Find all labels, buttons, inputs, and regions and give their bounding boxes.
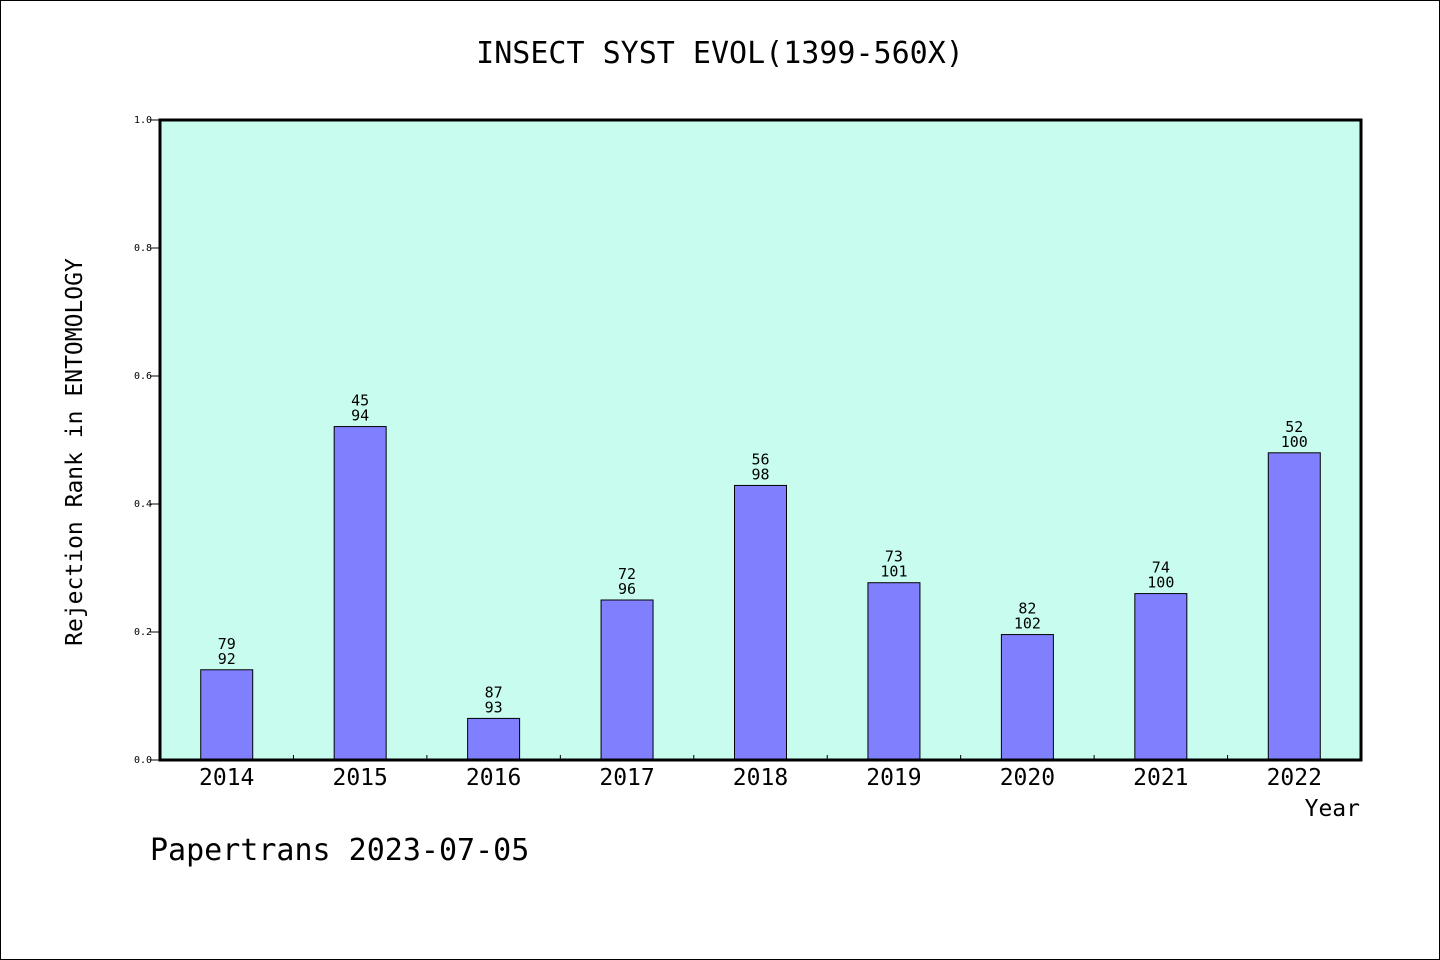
bar-label-bottom-2014: 92	[218, 650, 236, 668]
bar-label-top-2018: 56	[751, 450, 769, 468]
x-tick-label-2022: 2022	[1267, 765, 1322, 791]
bar-label-top-2014: 79	[218, 635, 236, 653]
bar-label-top-2020: 82	[1018, 600, 1036, 618]
y-tick-label: 0.4	[134, 499, 152, 510]
y-tick-label: 0.6	[134, 371, 152, 382]
x-tick-label-2021: 2021	[1133, 765, 1188, 791]
footer-note: Papertrans 2023-07-05	[150, 833, 530, 868]
bar-2018	[734, 484, 787, 761]
bar-label-bottom-2018: 98	[751, 465, 769, 483]
x-tick-label-2019: 2019	[866, 765, 921, 791]
x-tick-label-2015: 2015	[332, 765, 387, 791]
bar-2022	[1267, 452, 1321, 761]
y-tick-label: 1.0	[134, 115, 152, 126]
x-tick-label-2016: 2016	[466, 765, 521, 791]
bar-2021	[1134, 593, 1188, 761]
x-tick-label-2020: 2020	[1000, 765, 1055, 791]
bar-label-bottom-2020: 102	[1014, 615, 1041, 633]
bar-label-top-2021: 74	[1152, 559, 1170, 577]
bar-2016	[467, 717, 521, 761]
y-tick-label: 0.8	[134, 243, 152, 254]
x-tick-label-2018: 2018	[733, 765, 788, 791]
bar-2019	[867, 582, 921, 761]
bar-label-top-2019: 73	[885, 548, 903, 566]
plot-border	[158, 118, 1363, 762]
bar-label-bottom-2015: 94	[351, 407, 369, 425]
y-tick-label: 0.0	[134, 755, 152, 766]
bar-label-top-2022: 52	[1285, 418, 1303, 436]
bar-label-bottom-2022: 100	[1281, 433, 1308, 451]
bar-2015	[333, 426, 387, 761]
x-tick-label-2014: 2014	[199, 765, 254, 791]
bar-label-bottom-2021: 100	[1147, 574, 1174, 592]
bar-label-top-2016: 87	[485, 683, 503, 701]
bar-label-bottom-2019: 101	[880, 563, 907, 581]
bar-2020	[1000, 634, 1054, 761]
bar-label-top-2017: 72	[618, 565, 636, 583]
bar-label-top-2015: 45	[351, 392, 369, 410]
bar-2014	[200, 669, 254, 761]
bar-2017	[600, 599, 654, 761]
x-tick-label-2017: 2017	[599, 765, 654, 791]
bar-label-bottom-2017: 96	[618, 580, 636, 598]
chart-title: INSECT SYST EVOL(1399-560X)	[476, 36, 964, 71]
bar-label-bottom-2016: 93	[485, 698, 503, 716]
y-axis-label: Rejection Rank in ENTOMOLOGY	[62, 258, 88, 646]
y-tick-label: 0.2	[134, 627, 152, 638]
x-axis-label: Year	[1304, 796, 1360, 822]
